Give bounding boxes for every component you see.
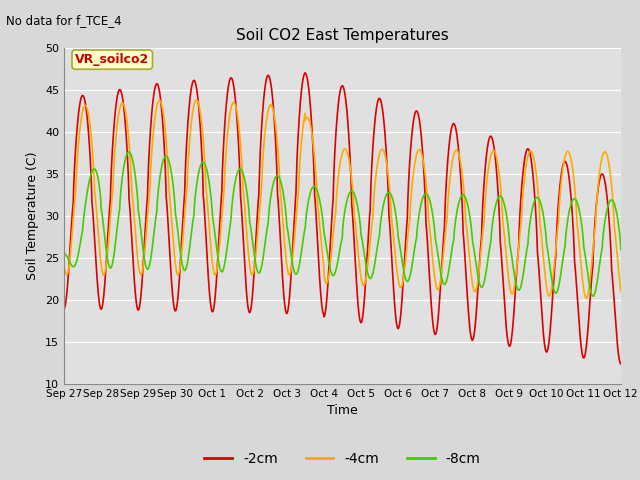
Title: Soil CO2 East Temperatures: Soil CO2 East Temperatures	[236, 28, 449, 43]
-4cm	[157, 98, 164, 104]
-8cm	[274, 173, 282, 179]
-8cm	[125, 149, 132, 155]
-8cm	[157, 169, 164, 175]
-2cm	[606, 231, 614, 237]
Line: -2cm: -2cm	[64, 73, 621, 364]
-2cm	[274, 192, 282, 197]
Text: VR_soilco2: VR_soilco2	[75, 53, 149, 66]
-2cm	[617, 361, 625, 367]
-8cm	[298, 246, 306, 252]
-4cm	[193, 97, 200, 103]
Line: -8cm: -8cm	[64, 152, 621, 296]
Legend: -2cm, -4cm, -8cm: -2cm, -4cm, -8cm	[198, 446, 486, 471]
-4cm	[298, 135, 306, 141]
-4cm	[546, 292, 554, 298]
-8cm	[124, 150, 131, 156]
-2cm	[301, 70, 309, 76]
Text: No data for f_TCE_4: No data for f_TCE_4	[6, 14, 122, 27]
-4cm	[606, 170, 614, 176]
-8cm	[589, 293, 596, 299]
-4cm	[124, 123, 131, 129]
-8cm	[617, 246, 625, 252]
Line: -4cm: -4cm	[64, 100, 621, 298]
-2cm	[60, 305, 68, 311]
-2cm	[546, 328, 554, 334]
-4cm	[582, 295, 590, 301]
-2cm	[298, 86, 305, 92]
-8cm	[60, 251, 68, 257]
-8cm	[606, 198, 614, 204]
-8cm	[546, 264, 554, 270]
Y-axis label: Soil Temperature (C): Soil Temperature (C)	[26, 152, 40, 280]
-2cm	[157, 96, 164, 102]
-4cm	[60, 262, 68, 267]
X-axis label: Time: Time	[327, 405, 358, 418]
-4cm	[617, 288, 625, 294]
-4cm	[274, 144, 282, 149]
-2cm	[124, 155, 131, 161]
